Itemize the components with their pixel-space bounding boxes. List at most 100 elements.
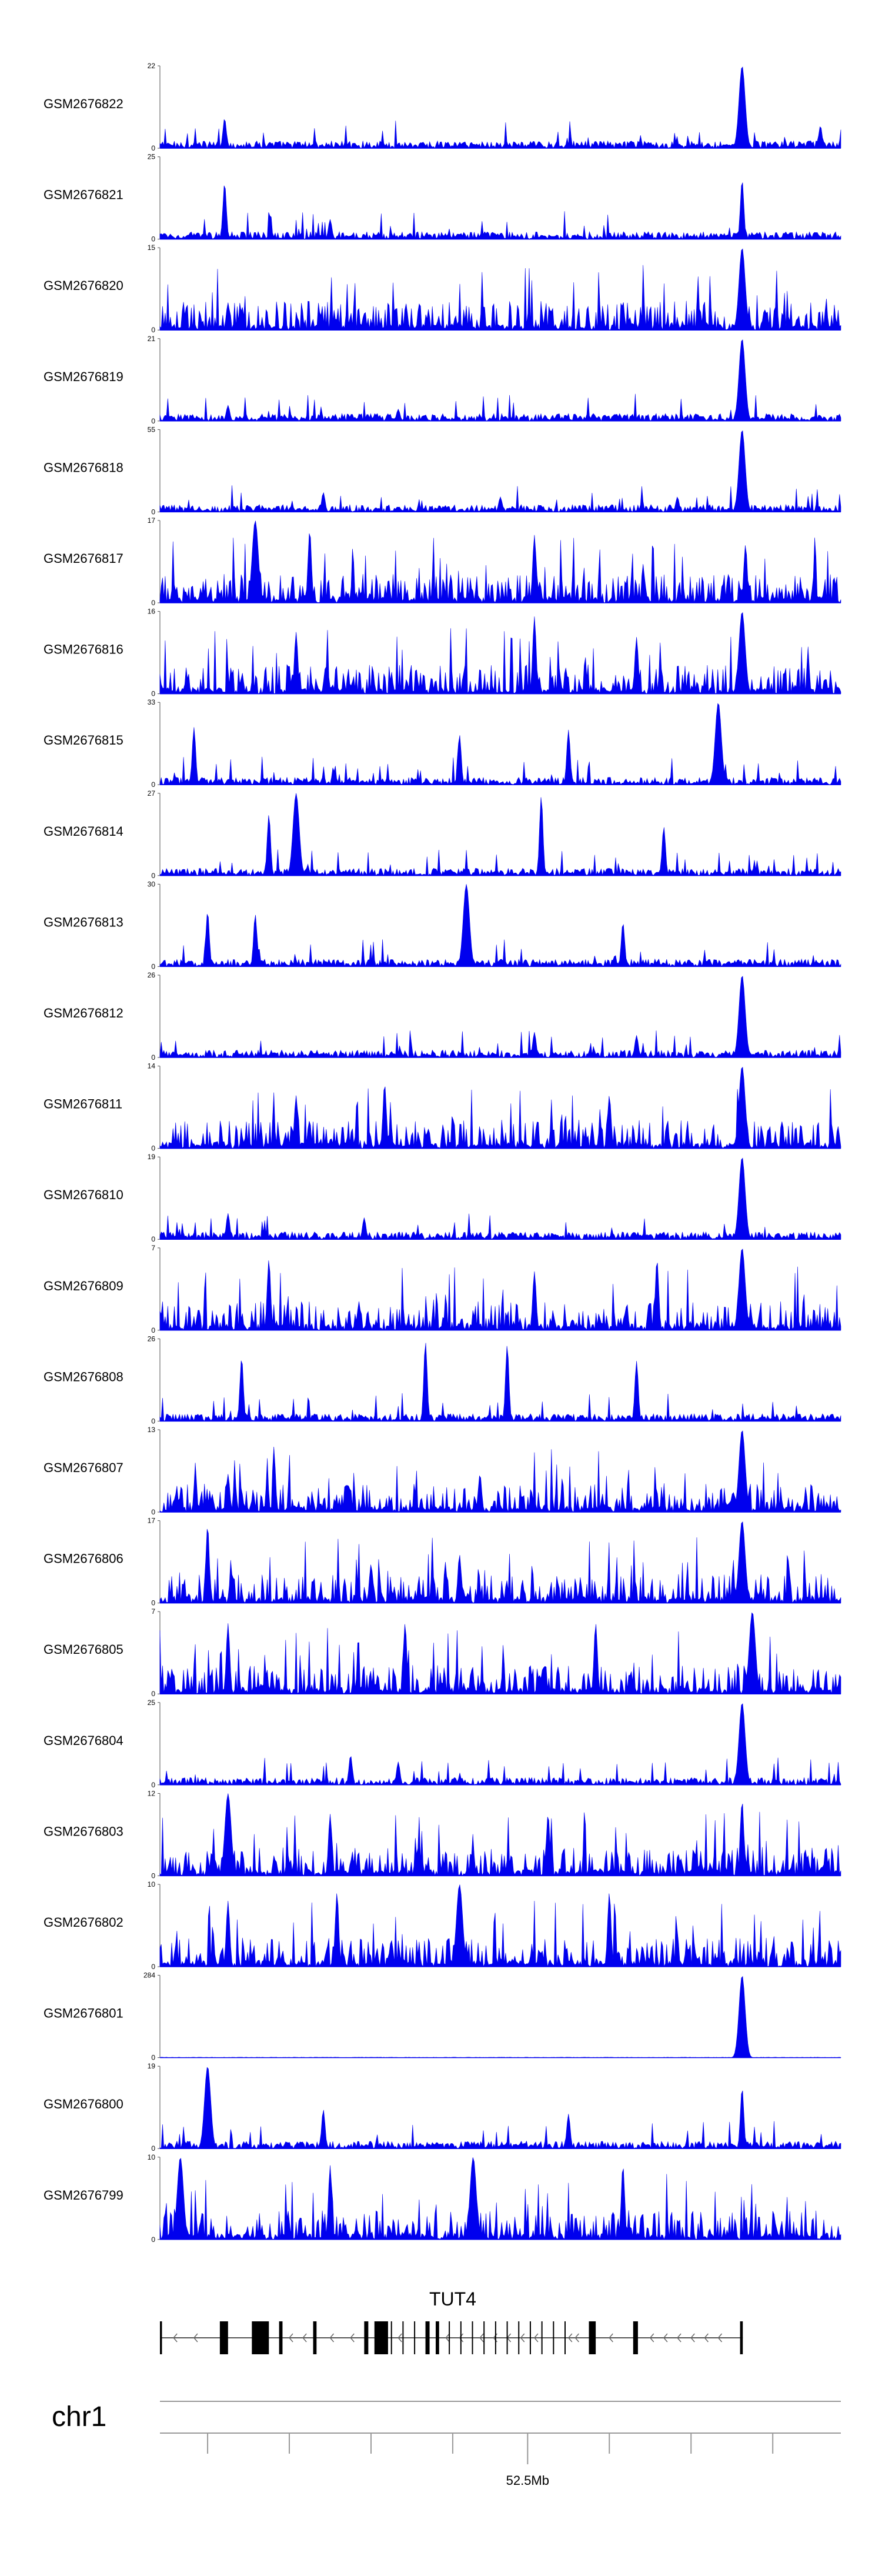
y-min-label: 0 — [151, 1781, 155, 1789]
track-GSM2676820: GSM2676820 15 0 — [44, 243, 841, 334]
exon — [252, 2321, 269, 2354]
track-label: GSM2676802 — [44, 1915, 123, 1930]
track-label: GSM2676817 — [44, 551, 123, 566]
track-GSM2676818: GSM2676818 55 0 — [44, 425, 841, 516]
y-min-label: 0 — [151, 2144, 155, 2153]
strand-arrow — [717, 2333, 723, 2343]
y-min-label: 0 — [151, 1871, 155, 1880]
track-GSM2676813: GSM2676813 30 0 — [44, 880, 841, 970]
y-max-label: 16 — [148, 608, 156, 616]
track-GSM2676819: GSM2676819 21 0 — [44, 335, 841, 425]
coverage-area — [159, 793, 841, 876]
exon — [633, 2321, 638, 2354]
track-GSM2676808: GSM2676808 26 0 — [44, 1334, 841, 1425]
track-GSM2676806: GSM2676806 17 0 — [44, 1517, 841, 1607]
exon — [219, 2321, 228, 2354]
y-min-label: 0 — [151, 1599, 155, 1607]
y-max-label: 26 — [148, 1334, 156, 1343]
track-label: GSM2676812 — [44, 1006, 123, 1020]
y-min-label: 0 — [151, 962, 155, 970]
track-label: GSM2676808 — [44, 1369, 123, 1384]
track-label: GSM2676804 — [44, 1733, 123, 1748]
track-label: GSM2676810 — [44, 1187, 123, 1202]
y-min-label: 0 — [151, 1963, 155, 1971]
coverage-area — [159, 884, 841, 967]
track-label: GSM2676813 — [44, 915, 123, 929]
y-max-label: 19 — [148, 2062, 156, 2070]
coverage-area — [159, 1612, 841, 1694]
y-min-label: 0 — [151, 326, 155, 334]
y-max-label: 26 — [148, 971, 156, 979]
position-label: 52.5Mb — [506, 2473, 549, 2488]
y-min-label: 0 — [151, 508, 155, 516]
track-GSM2676799: GSM2676799 10 0 — [44, 2153, 841, 2244]
track-GSM2676821: GSM2676821 25 0 — [44, 153, 841, 243]
chromosome-label: chr1 — [52, 2401, 106, 2432]
coverage-area — [159, 976, 841, 1059]
y-max-label: 10 — [148, 1880, 156, 1888]
y-min-label: 0 — [151, 1326, 155, 1334]
track-label: GSM2676799 — [44, 2188, 123, 2203]
y-max-label: 13 — [148, 1426, 156, 1434]
strand-arrow — [520, 2333, 525, 2343]
coverage-area — [159, 703, 841, 786]
y-min-label: 0 — [151, 235, 155, 243]
y-max-label: 14 — [148, 1062, 156, 1070]
coverage-area — [159, 1793, 841, 1877]
track-label: GSM2676805 — [44, 1642, 123, 1657]
y-max-label: 15 — [148, 243, 156, 252]
track-GSM2676812: GSM2676812 26 0 — [44, 971, 841, 1062]
track-GSM2676814: GSM2676814 27 0 — [44, 789, 841, 880]
track-label: GSM2676815 — [44, 733, 123, 748]
track-label: GSM2676816 — [44, 642, 123, 657]
coverage-area — [159, 1343, 841, 1422]
y-min-label: 0 — [151, 1144, 155, 1153]
coverage-area — [159, 520, 841, 603]
y-max-label: 22 — [148, 62, 156, 70]
y-min-label: 0 — [151, 872, 155, 880]
y-min-label: 0 — [151, 1235, 155, 1243]
coverage-tracks: GSM2676822220GSM2676821250GSM2676820150G… — [44, 62, 841, 2244]
track-GSM2676816: GSM2676816 16 0 — [44, 608, 841, 698]
chromosome-axis: chr1 52.5Mb — [52, 2401, 841, 2488]
track-label: GSM2676820 — [44, 278, 123, 293]
track-label: GSM2676822 — [44, 96, 123, 111]
track-GSM2676809: GSM2676809 7 0 — [44, 1244, 841, 1334]
exon — [740, 2321, 743, 2354]
exon — [425, 2321, 430, 2354]
strand-arrow — [173, 2333, 178, 2343]
y-max-label: 12 — [148, 1789, 156, 1797]
y-max-label: 17 — [148, 1517, 156, 1525]
gene-annotation-track: TUT4 — [160, 2288, 743, 2354]
y-max-label: 17 — [148, 516, 156, 525]
y-min-label: 0 — [151, 417, 155, 425]
coverage-area — [159, 1976, 841, 2058]
exon — [160, 2321, 162, 2354]
coverage-area — [159, 66, 841, 149]
y-max-label: 19 — [148, 1153, 156, 1161]
coverage-area — [159, 1157, 841, 1240]
y-max-label: 55 — [148, 425, 156, 433]
y-min-label: 0 — [151, 1417, 155, 1425]
track-label: GSM2676800 — [44, 2097, 123, 2111]
coverage-area — [159, 248, 841, 331]
strand-arrow — [609, 2333, 613, 2343]
track-GSM2676807: GSM2676807 13 0 — [44, 1426, 841, 1516]
exon — [279, 2321, 283, 2354]
strand-arrow — [649, 2333, 654, 2343]
y-min-label: 0 — [151, 2235, 155, 2244]
strand-arrow — [350, 2333, 355, 2343]
y-min-label: 0 — [151, 1053, 155, 1062]
coverage-area — [159, 1884, 841, 1967]
coverage-area — [159, 1066, 841, 1149]
exon — [364, 2321, 369, 2354]
track-GSM2676804: GSM2676804 25 0 — [44, 1699, 841, 1789]
coverage-area — [159, 2157, 841, 2240]
strand-arrow — [397, 2333, 402, 2343]
track-label: GSM2676818 — [44, 460, 123, 475]
track-GSM2676811: GSM2676811 14 0 — [44, 1062, 841, 1153]
track-label: GSM2676803 — [44, 1824, 123, 1838]
y-min-label: 0 — [151, 599, 155, 607]
y-max-label: 27 — [148, 789, 156, 798]
